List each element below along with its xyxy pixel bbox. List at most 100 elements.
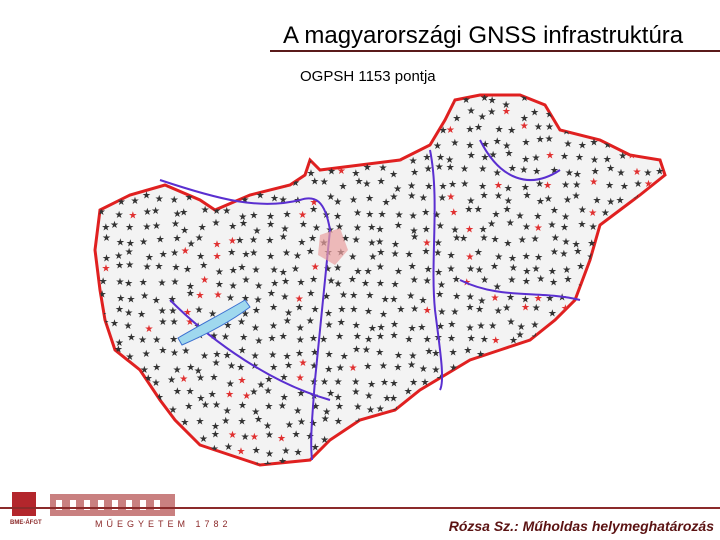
survey-point: ★ xyxy=(365,290,374,301)
survey-point: ★ xyxy=(180,417,189,428)
survey-point: ★ xyxy=(352,122,361,133)
survey-point: ★ xyxy=(365,193,374,204)
survey-point: ★ xyxy=(333,197,342,208)
survey-point: ★ xyxy=(158,317,167,328)
survey-point: ★ xyxy=(211,430,220,441)
survey-point: ★ xyxy=(531,234,540,245)
survey-point: ★ xyxy=(337,317,346,328)
survey-point: ★ xyxy=(605,320,614,331)
survey-point: ★ xyxy=(558,347,567,358)
survey-point: ★ xyxy=(632,416,641,427)
survey-point: ★ xyxy=(101,222,110,233)
survey-point: ★ xyxy=(529,443,538,454)
survey-point: ★ xyxy=(448,447,457,458)
survey-point: ★ xyxy=(196,373,205,384)
survey-point: ★ xyxy=(291,264,300,275)
survey-point: ★ xyxy=(224,108,233,119)
survey-point: ★ xyxy=(278,457,287,468)
survey-point: ★ xyxy=(251,323,260,334)
survey-point: ★ xyxy=(535,464,544,475)
survey-point: ★ xyxy=(142,422,151,433)
survey-point: ★ xyxy=(210,444,219,455)
survey-point: ★ xyxy=(117,197,126,208)
survey-point: ★ xyxy=(630,99,639,110)
survey-point: ★ xyxy=(241,135,250,146)
survey-point: ★ xyxy=(321,449,330,460)
survey-point: ★ xyxy=(137,406,146,417)
survey-point: ★ xyxy=(269,321,278,332)
survey-point: ★ xyxy=(113,406,122,417)
survey-point: ★ xyxy=(577,317,586,328)
survey-point: ★ xyxy=(675,224,684,235)
survey-point: ★ xyxy=(223,320,232,331)
survey-point: ★ xyxy=(645,224,654,235)
survey-point: ★ xyxy=(137,309,146,320)
survey-point: ★ xyxy=(439,126,448,137)
survey-point: ★ xyxy=(536,197,545,208)
survey-point: ★ xyxy=(306,431,315,442)
survey-point: ★ xyxy=(124,321,133,332)
survey-point: ★ xyxy=(187,239,196,250)
survey-point: ★ xyxy=(644,416,653,427)
survey-point: ★ xyxy=(194,305,203,316)
survey-point: ★ xyxy=(221,416,230,427)
survey-point: ★ xyxy=(494,191,503,202)
survey-point: ★ xyxy=(518,375,527,386)
survey-point: ★ xyxy=(111,108,120,119)
survey-point: ★ xyxy=(99,421,108,432)
survey-point: ★ xyxy=(353,402,362,413)
survey-point: ★ xyxy=(629,432,638,443)
survey-point: ★ xyxy=(124,308,133,319)
survey-point: ★ xyxy=(227,361,236,372)
survey-point: ★ xyxy=(364,307,373,318)
survey-point: ★ xyxy=(293,251,302,262)
survey-point: ★ xyxy=(376,420,385,431)
survey-point: ★ xyxy=(365,209,374,220)
survey-point: ★ xyxy=(532,303,541,314)
survey-point: ★ xyxy=(465,303,474,314)
survey-point: ★ xyxy=(574,463,583,474)
survey-point: ★ xyxy=(142,191,151,202)
survey-point: ★ xyxy=(295,348,304,359)
survey-point: ★ xyxy=(658,303,667,314)
survey-point: ★ xyxy=(451,458,460,469)
survey-point: ★ xyxy=(199,93,208,104)
survey-point: ★ xyxy=(391,239,400,250)
survey-point: ★ xyxy=(268,154,277,165)
survey-point: ★ xyxy=(153,166,162,177)
survey-point: ★ xyxy=(614,361,623,372)
survey-point: ★ xyxy=(562,335,571,346)
survey-point: ★ xyxy=(574,349,583,360)
survey-point: ★ xyxy=(466,292,475,303)
survey-point: ★ xyxy=(265,449,274,460)
survey-point: ★ xyxy=(228,236,237,247)
survey-point: ★ xyxy=(297,238,306,249)
map-caption: OGPSH 1153 pontja xyxy=(300,68,436,85)
survey-point: ★ xyxy=(269,109,278,120)
survey-point: ★ xyxy=(545,122,554,133)
survey-point: ★ xyxy=(165,420,174,431)
survey-point: ★ xyxy=(116,360,125,371)
survey-point: ★ xyxy=(467,334,476,345)
survey-point: ★ xyxy=(578,205,587,216)
survey-point: ★ xyxy=(661,419,670,430)
survey-point: ★ xyxy=(489,433,498,444)
survey-point: ★ xyxy=(142,222,151,233)
survey-point: ★ xyxy=(236,363,245,374)
survey-point: ★ xyxy=(186,289,195,300)
survey-point: ★ xyxy=(296,373,305,384)
survey-point: ★ xyxy=(100,111,109,122)
survey-point: ★ xyxy=(619,337,628,348)
survey-point: ★ xyxy=(459,234,468,245)
survey-point: ★ xyxy=(201,461,210,472)
survey-point: ★ xyxy=(349,304,358,315)
survey-point: ★ xyxy=(379,310,388,321)
survey-point: ★ xyxy=(251,351,260,362)
survey-point: ★ xyxy=(571,94,580,105)
survey-point: ★ xyxy=(285,420,294,431)
survey-point: ★ xyxy=(575,152,584,163)
survey-point: ★ xyxy=(633,295,642,306)
survey-point: ★ xyxy=(173,387,182,398)
survey-point: ★ xyxy=(600,449,609,460)
survey-point: ★ xyxy=(196,252,205,263)
